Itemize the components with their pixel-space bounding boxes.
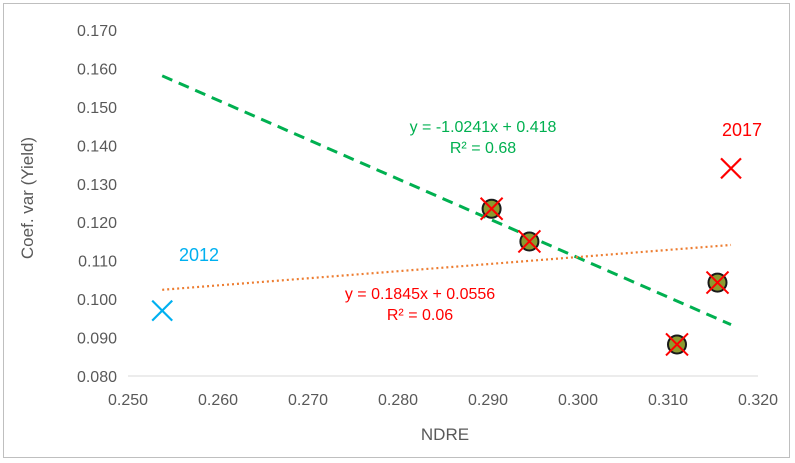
trendline-2-r2: R² = 0.06 xyxy=(387,307,453,324)
y-tick-label: 0.110 xyxy=(78,254,117,271)
x-axis-title: NDRE xyxy=(421,425,469,444)
trendline-1-r2: R² = 0.68 xyxy=(450,140,516,157)
x-tick-label: 0.290 xyxy=(468,392,508,409)
chart-frame xyxy=(3,3,790,458)
annotation-2012: 2012 xyxy=(179,245,219,265)
trendlines xyxy=(161,74,732,327)
y-tick-label: 0.090 xyxy=(77,331,117,348)
y-tick-label: 0.140 xyxy=(77,138,117,155)
y-tick-label: 0.120 xyxy=(77,215,117,232)
data-point-x xyxy=(720,157,742,180)
y-axis-title: Coef. var (Yield) xyxy=(18,137,37,259)
annotation-2017: 2017 xyxy=(722,120,762,140)
x-tick-label: 0.270 xyxy=(288,392,328,409)
x-tick-label: 0.280 xyxy=(378,392,418,409)
y-tick-label: 0.080 xyxy=(77,369,117,386)
data-point-x xyxy=(151,299,173,322)
trendline-2 xyxy=(162,243,732,291)
data-point xyxy=(517,229,542,254)
y-tick-label: 0.160 xyxy=(77,61,117,78)
data-point xyxy=(665,332,689,357)
x-tick-label: 0.300 xyxy=(558,392,598,409)
data-point xyxy=(479,197,504,221)
y-tick-label: 0.100 xyxy=(77,292,117,309)
data-points xyxy=(151,157,742,357)
y-tick-label: 0.170 xyxy=(77,23,117,40)
x-tick-label: 0.320 xyxy=(738,392,778,409)
x-tick-label: 0.310 xyxy=(648,392,688,409)
x-tick-label: 0.260 xyxy=(198,392,238,409)
data-point xyxy=(705,270,730,295)
y-tick-label: 0.150 xyxy=(77,100,117,117)
trendline-1-equation: y = -1.0241x + 0.418 xyxy=(410,119,557,136)
y-tick-label: 0.130 xyxy=(77,177,117,194)
trendline-1 xyxy=(161,74,732,327)
x-axis-ticks: 0.250 0.260 0.270 0.280 0.290 0.300 0.310 0.320 xyxy=(108,392,778,409)
trendline-2-equation: y = 0.1845x + 0.0556 xyxy=(345,286,495,303)
x-tick-label: 0.250 xyxy=(108,392,148,409)
y-axis-ticks: 0.080 0.090 0.100 0.110 0.120 0.130 0.140 0.150… xyxy=(77,23,117,386)
